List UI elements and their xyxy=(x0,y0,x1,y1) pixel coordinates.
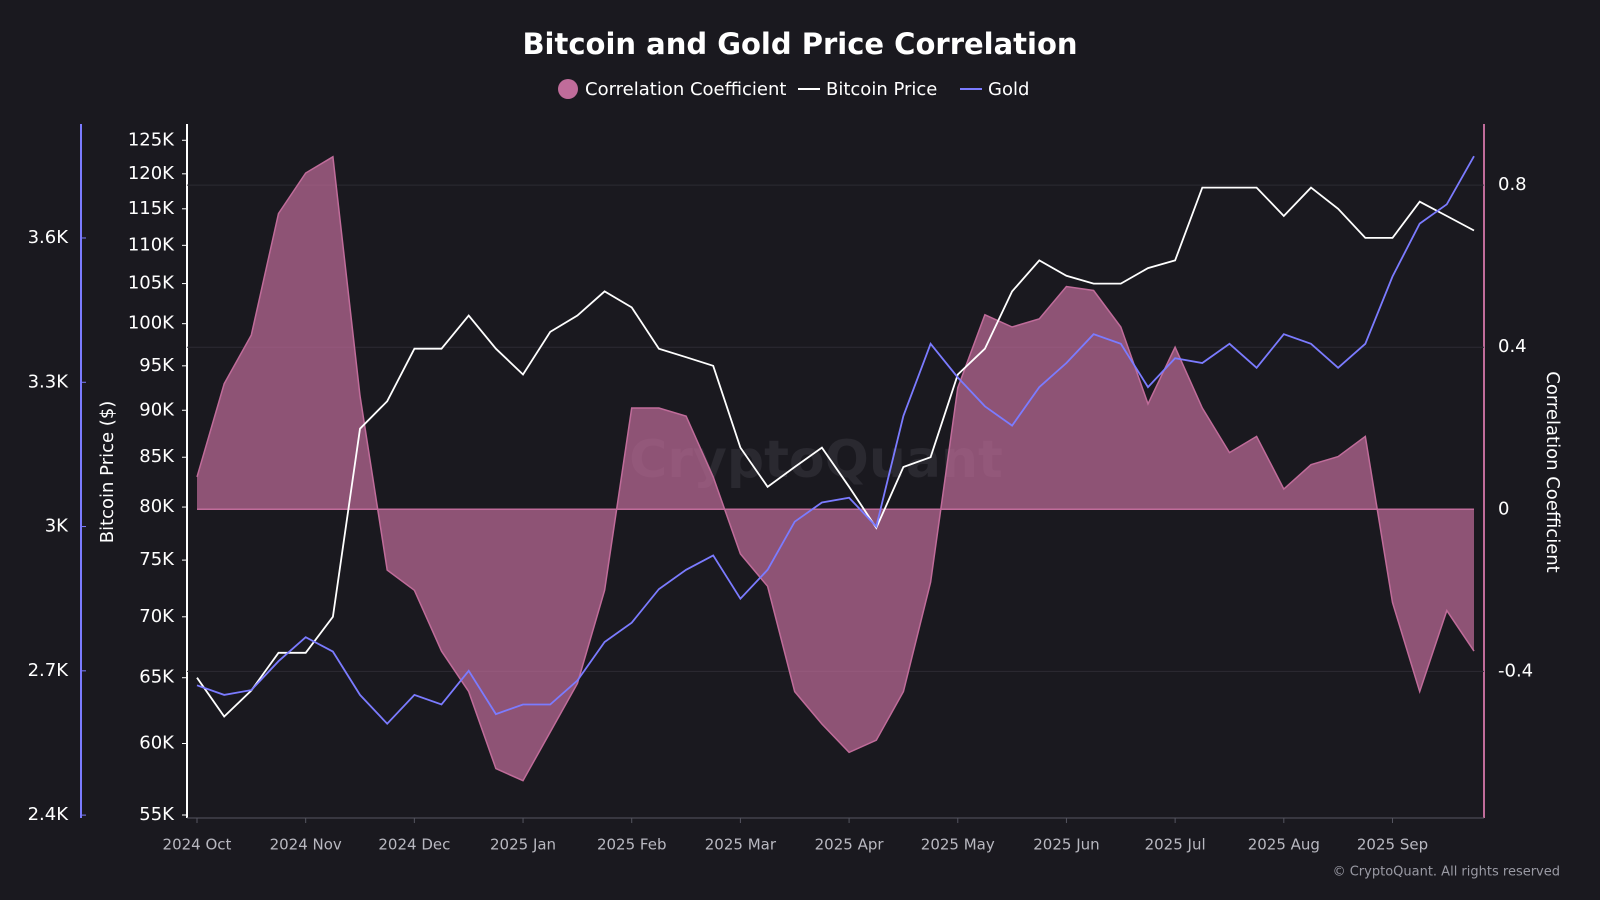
y2-axis-title: Correlation Coefficient xyxy=(1542,371,1563,572)
x-tick-label: 2025 Feb xyxy=(597,836,667,854)
y2-tick-label: 0.4 xyxy=(1498,336,1527,357)
y3-tick-label: 3K xyxy=(45,516,69,537)
y-tick-label: 95K xyxy=(139,355,175,376)
x-tick-label: 2024 Oct xyxy=(163,836,232,854)
y-tick-label: 125K xyxy=(128,129,175,150)
x-tick-label: 2025 Apr xyxy=(815,836,885,854)
y-tick-label: 80K xyxy=(139,496,175,517)
y-tick-label: 60K xyxy=(139,732,175,753)
correlation-area xyxy=(197,156,1474,781)
y-tick-label: 90K xyxy=(139,399,175,420)
x-tick-label: 2024 Dec xyxy=(378,836,450,854)
series-line xyxy=(196,155,1475,726)
correlation-line xyxy=(196,155,1475,782)
x-tick-label: 2025 Jun xyxy=(1033,836,1099,854)
legend-label: Bitcoin Price xyxy=(826,79,937,100)
y-tick-label: 110K xyxy=(128,234,175,255)
legend-label: Gold xyxy=(988,79,1029,100)
y3-tick-label: 2.4K xyxy=(28,804,70,825)
x-tick-label: 2025 May xyxy=(921,836,995,854)
y-tick-label: 85K xyxy=(139,446,175,467)
y-tick-label: 55K xyxy=(139,804,175,825)
y3-tick-label: 2.7K xyxy=(28,660,70,681)
y-axis-title: Bitcoin Price ($) xyxy=(97,401,118,544)
y-tick-label: 70K xyxy=(139,606,175,627)
y3-tick-label: 3.3K xyxy=(28,371,70,392)
x-tick-label: 2025 Jan xyxy=(490,836,556,854)
y2-tick-label: 0.8 xyxy=(1498,174,1527,195)
x-tick-label: 2025 Jul xyxy=(1145,836,1206,854)
series-line xyxy=(196,186,1475,718)
y-tick-label: 65K xyxy=(139,667,175,688)
y-tick-label: 115K xyxy=(128,198,175,219)
x-tick-label: 2025 Sep xyxy=(1357,836,1428,854)
y-tick-label: 105K xyxy=(128,273,175,294)
y2-tick-label: -0.4 xyxy=(1498,660,1533,681)
copyright: © CryptoQuant. All rights reserved xyxy=(1333,865,1560,880)
chart-title: Bitcoin and Gold Price Correlation xyxy=(522,27,1077,61)
legend-label: Correlation Coefficient xyxy=(585,79,786,100)
legend-marker xyxy=(558,79,578,99)
x-tick-label: 2025 Aug xyxy=(1248,836,1320,854)
x-tick-label: 2024 Nov xyxy=(270,836,342,854)
y-tick-label: 75K xyxy=(139,549,175,570)
y3-tick-label: 3.6K xyxy=(28,227,70,248)
y2-tick-label: 0 xyxy=(1498,498,1509,519)
y-tick-label: 100K xyxy=(128,313,175,334)
x-tick-label: 2025 Mar xyxy=(705,836,777,854)
y-tick-label: 120K xyxy=(128,163,175,184)
